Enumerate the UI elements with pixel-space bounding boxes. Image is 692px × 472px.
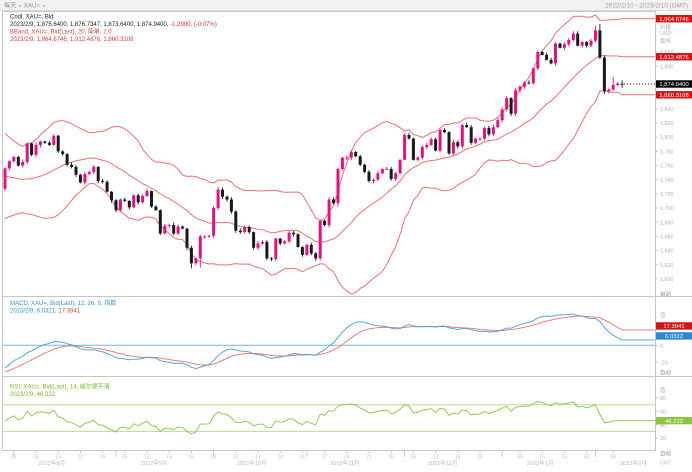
svg-text:2022年11月: 2022年11月 xyxy=(330,459,359,467)
svg-text:26: 26 xyxy=(189,455,195,461)
svg-text:03: 03 xyxy=(211,455,217,461)
svg-text:1,680: 1,680 xyxy=(660,220,674,226)
svg-text:1,620: 1,620 xyxy=(660,263,674,269)
svg-text:17: 17 xyxy=(255,455,261,461)
svg-text:1,600: 1,600 xyxy=(660,277,674,283)
svg-text:07: 07 xyxy=(322,455,328,461)
svg-text:Cndl, XAU=, Bid: Cndl, XAU=, Bid xyxy=(10,15,54,21)
svg-text:2023/2/9, 6.0321, 17.3941: 2023/2/9, 6.0321, 17.3941 xyxy=(10,309,81,315)
svg-text:值: 值 xyxy=(660,311,666,319)
svg-text:2022年8月: 2022年8月 xyxy=(38,459,65,467)
svg-text:2022年12月: 2022年12月 xyxy=(428,459,458,467)
svg-text:1,800: 1,800 xyxy=(660,135,674,141)
svg-text:26: 26 xyxy=(477,455,483,461)
svg-text:22: 22 xyxy=(78,455,84,461)
svg-text:2022/2/10 - 2023/2/10 (GMT): 2022/2/10 - 2023/2/10 (GMT) xyxy=(605,3,688,10)
svg-text:2022年10月: 2022年10月 xyxy=(237,459,267,467)
svg-text:46.222: 46.222 xyxy=(665,419,683,425)
svg-text:2023/2/9, 1,964.6746, 1,912.48: 2023/2/9, 1,964.6746, 1,912.4876, 1,860.… xyxy=(10,37,134,43)
svg-text:15: 15 xyxy=(55,455,61,461)
svg-text:05: 05 xyxy=(122,455,128,461)
svg-text:GMT: GMT xyxy=(660,461,671,467)
svg-text:12: 12 xyxy=(144,455,150,461)
svg-text:10: 10 xyxy=(233,455,239,461)
svg-text:价格: 价格 xyxy=(660,23,671,31)
svg-text:08: 08 xyxy=(33,455,39,461)
svg-text:40: 40 xyxy=(660,423,666,429)
svg-text:2023年2月: 2023年2月 xyxy=(620,459,647,467)
svg-text:09: 09 xyxy=(517,455,523,461)
svg-text:19: 19 xyxy=(166,455,172,461)
svg-text:1,912.4876: 1,912.4876 xyxy=(659,55,689,61)
svg-text:14: 14 xyxy=(344,455,350,461)
svg-text:31: 31 xyxy=(300,455,306,461)
svg-text:12: 12 xyxy=(433,455,439,461)
svg-text:21: 21 xyxy=(366,455,372,461)
svg-text:1,740: 1,740 xyxy=(660,178,674,184)
svg-text:16: 16 xyxy=(539,455,545,461)
svg-text:17.3941: 17.3941 xyxy=(663,324,684,330)
svg-text:80: 80 xyxy=(660,396,666,402)
svg-text:-20: -20 xyxy=(660,360,668,366)
svg-text:30: 30 xyxy=(584,455,590,461)
svg-text:05: 05 xyxy=(411,455,417,461)
svg-text:23: 23 xyxy=(562,455,568,461)
svg-text:1,720: 1,720 xyxy=(660,192,674,198)
svg-text:20: 20 xyxy=(660,436,666,442)
svg-text:01: 01 xyxy=(11,455,17,461)
svg-text:1,900: 1,900 xyxy=(660,64,674,70)
svg-text:自动: 自动 xyxy=(660,450,671,458)
svg-text:值: 值 xyxy=(660,386,666,394)
svg-text:29: 29 xyxy=(100,455,106,461)
svg-text:1,780: 1,780 xyxy=(660,149,674,155)
svg-text:每天 ▼ XAU= ▼: 每天 ▼ XAU= ▼ xyxy=(4,2,46,10)
svg-text:60: 60 xyxy=(660,410,666,416)
svg-text:自动: 自动 xyxy=(660,369,671,377)
svg-text:1,640: 1,640 xyxy=(660,249,674,255)
svg-text:2022年9月: 2022年9月 xyxy=(141,459,168,467)
svg-text:1,660: 1,660 xyxy=(660,235,674,241)
svg-text:自动: 自动 xyxy=(660,290,671,298)
svg-text:1,840: 1,840 xyxy=(660,107,674,113)
svg-text:RSI, XAU=, Bid(Last), 14, 威尔德平: RSI, XAU=, Bid(Last), 14, 威尔德平滑 xyxy=(10,383,110,391)
svg-text:2023年1月: 2023年1月 xyxy=(527,459,554,467)
svg-text:2023/2/9, 46.322: 2023/2/9, 46.322 xyxy=(10,392,56,398)
svg-text:1,700: 1,700 xyxy=(660,206,674,212)
svg-text:MACD, XAU=, Bid(Last), 12, 26,: MACD, XAU=, Bid(Last), 12, 26, 9, 指数 xyxy=(10,299,116,307)
svg-text:28: 28 xyxy=(388,455,394,461)
svg-text:6.0322: 6.0322 xyxy=(665,334,683,340)
svg-text:盎司: 盎司 xyxy=(660,37,671,45)
svg-text:06: 06 xyxy=(610,455,616,461)
svg-text:USD: USD xyxy=(660,31,671,37)
svg-text:1,964.6746: 1,964.6746 xyxy=(659,17,689,23)
svg-text:24: 24 xyxy=(277,455,283,461)
svg-text:19: 19 xyxy=(455,455,461,461)
svg-text:1,820: 1,820 xyxy=(660,121,674,127)
svg-text:1,760: 1,760 xyxy=(660,164,674,170)
svg-text:1,860.3108: 1,860.3108 xyxy=(659,93,689,99)
svg-text:BBand, XAU=, Bid(Last), 20, 简单: BBand, XAU=, Bid(Last), 20, 简单, 2.0 xyxy=(10,28,112,36)
svg-text:0: 0 xyxy=(660,343,663,349)
svg-text:2023/2/9, 1,875.6400, 1,876.73: 2023/2/9, 1,875.6400, 1,876.7347, 1,873.… xyxy=(10,22,217,28)
svg-text:1,874.9400: 1,874.9400 xyxy=(659,82,689,88)
